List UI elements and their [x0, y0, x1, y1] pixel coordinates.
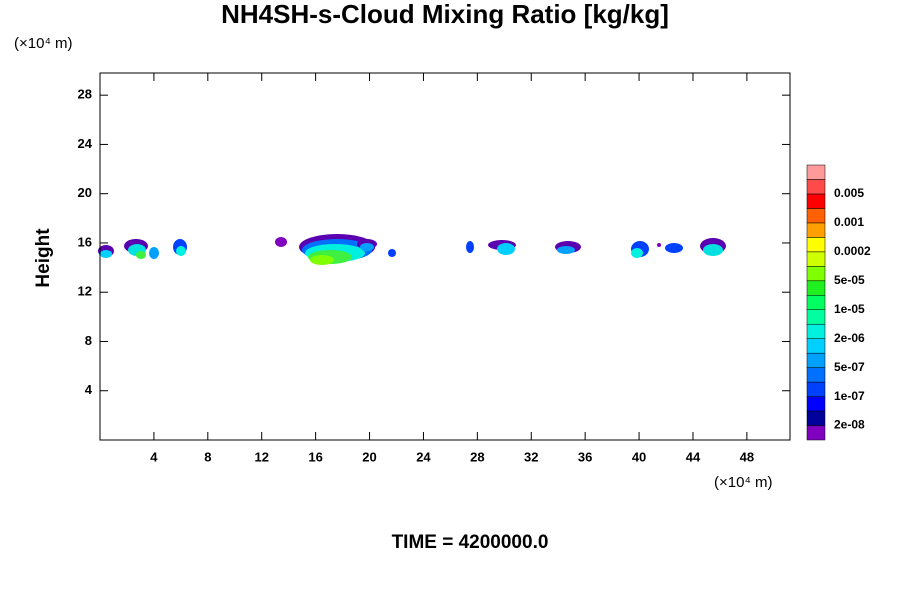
colorbar-label: 0.005: [834, 186, 864, 200]
colorbar-swatch: [806, 425, 826, 441]
colorbar-label: 2e-06: [834, 331, 865, 345]
colorbar-swatch: [806, 222, 826, 238]
colorbar-swatch: [806, 179, 826, 195]
colorbar-swatch: [806, 193, 826, 209]
colorbar-swatch: [806, 164, 826, 180]
x-tick-label: 4: [150, 449, 158, 464]
colorbar-swatch: [806, 367, 826, 383]
colorbar-swatch: [806, 338, 826, 354]
x-tick-label: 32: [524, 449, 538, 464]
colorbar-swatch: [806, 295, 826, 310]
colorbar-label: 2e-08: [834, 418, 865, 432]
x-tick-label: 44: [686, 449, 701, 464]
y-tick-label: 24: [78, 136, 93, 151]
colorbar-swatch: [806, 208, 826, 224]
cloud-field: [98, 234, 726, 265]
colorbar-swatch: [806, 266, 826, 282]
colorbar-label: 0.001: [834, 215, 864, 229]
y-tick-label: 8: [85, 333, 92, 348]
plot-frame: [99, 72, 791, 441]
x-tick-label: 40: [632, 449, 646, 464]
y-tick-label: 20: [78, 185, 92, 200]
colorbar-swatch: [806, 352, 826, 368]
y-unit: (×10⁴ m): [14, 35, 73, 52]
x-tick-label: 48: [740, 449, 754, 464]
colorbar-swatch: [806, 396, 826, 412]
x-tick-label: 28: [470, 449, 484, 464]
chart-title: NH4SH-s-Cloud Mixing Ratio [kg/kg]: [221, 0, 669, 29]
colorbar-label: 1e-05: [834, 302, 865, 316]
colorbar-swatch: [806, 237, 826, 253]
colorbar-label: 5e-07: [834, 360, 865, 374]
colorbar-swatch: [806, 323, 826, 339]
colorbar-swatch: [806, 410, 826, 426]
x-tick-label: 16: [308, 449, 322, 464]
y-tick-label: 28: [78, 87, 92, 102]
x-tick-label: 20: [362, 449, 376, 464]
colorbar-label: 5e-05: [834, 273, 865, 287]
y-tick-label: 4: [85, 382, 93, 397]
x-tick-label: 36: [578, 449, 592, 464]
x-unit: (×10⁴ m): [714, 474, 773, 491]
colorbar-swatch: [806, 251, 826, 267]
colorbar-label: 0.0002: [834, 244, 871, 258]
x-tick-label: 8: [204, 449, 211, 464]
colorbar-swatch: [806, 381, 826, 397]
y-tick-label: 12: [78, 284, 92, 299]
x-tick-label: 24: [416, 449, 431, 464]
y-tick-label: 16: [78, 234, 92, 249]
colorbar-label: 1e-07: [834, 389, 865, 403]
colorbar-swatch: [806, 280, 826, 296]
x-tick-label: 12: [254, 449, 268, 464]
footer-time: TIME = 4200000.0: [392, 532, 549, 553]
colorbar-swatch: [806, 309, 826, 325]
y-axis-label: Height: [33, 228, 54, 288]
